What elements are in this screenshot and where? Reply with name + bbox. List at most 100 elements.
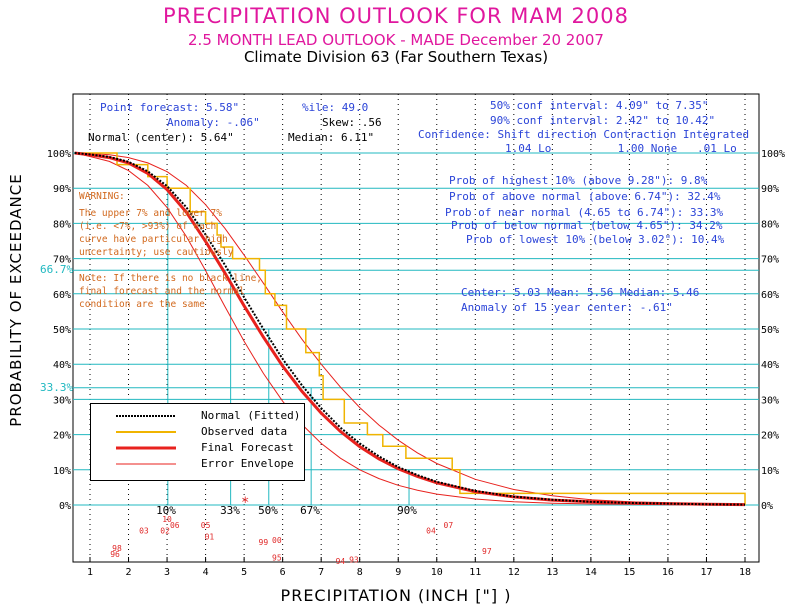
chart-title: PRECIPITATION OUTLOOK FOR MAM 2008 (163, 4, 629, 28)
center-anomaly: Anomaly of 15 year center: -.61" (461, 301, 673, 314)
percentile-label: 67% (300, 504, 320, 517)
point-forecast: Point forecast: 5.58" (100, 101, 240, 114)
confidence-values: 1.04 Lo 1.00 None .01 Lo (505, 142, 737, 155)
year-label: 99 (259, 538, 269, 547)
y-tick-label-left: 50% (53, 325, 71, 336)
x-tick-label: 6 (280, 567, 286, 578)
y-tick-label-right: 30% (761, 395, 779, 406)
y-tick-label-left: 0% (59, 501, 71, 512)
y-tick-label-left: 70% (53, 255, 71, 266)
year-label: 97 (482, 547, 492, 556)
y-tick-label-left: 40% (53, 360, 71, 371)
final-forecast-line (74, 151, 746, 507)
note-line: condition are the same (79, 299, 205, 310)
prob-highest: Prob of highest 10% (above 9.28"): 9.8% (449, 174, 708, 187)
legend-label-final: Final Forecast (201, 441, 294, 454)
legend-label-normal: Normal (Fitted) (201, 409, 301, 422)
climate-division: Climate Division 63 (Far Southern Texas) (243, 48, 549, 66)
percentile-label: 50% (258, 504, 278, 517)
x-tick-label: 9 (395, 567, 401, 578)
warning-line: WARNING: (79, 191, 125, 202)
x-tick-label: 16 (662, 567, 674, 578)
note-line: final forecast and the normal (79, 286, 245, 297)
x-tick-label: 11 (469, 567, 481, 578)
prob-above: Prob of above normal (above 6.74"): 32.4… (449, 190, 721, 203)
x-tick-label: 18 (739, 567, 751, 578)
confidence-header: Confidence: Shift direction Contraction … (418, 128, 750, 141)
year-label: 05 (201, 521, 211, 530)
legend-swatches (116, 415, 176, 465)
year-label: 00 (272, 536, 282, 545)
year-label: 07 (444, 521, 454, 530)
year-label: 96 (110, 550, 120, 559)
x-tick-label: 3 (164, 567, 170, 578)
year-label: 02 (160, 527, 170, 536)
plot-frame (72, 93, 760, 563)
percentile-label: 33% (220, 504, 240, 517)
legend-label-observed: Observed data (201, 425, 288, 438)
percentile-value: %ile: 49.0 (302, 101, 369, 114)
legend: Normal (Fitted) Observed data Final Fore… (90, 403, 305, 481)
y-tick-label-right: 100% (761, 149, 785, 160)
warning-line: curve have particular high (79, 234, 228, 245)
year-label: 01 (205, 532, 215, 541)
forecast-star: * (241, 495, 249, 511)
note-line: Note: If there is no black line, (79, 273, 263, 284)
x-tick-label: 2 (126, 567, 132, 578)
skew: Skew: .56 (322, 116, 382, 129)
tercile-upper-label: 66.7% (40, 263, 74, 276)
warning-text: WARNING: The upper 7% and lower 7% (i.e.… (79, 190, 233, 259)
warning-line: The upper 7% and lower 7% (79, 208, 222, 219)
x-tick-label: 1 (87, 567, 93, 578)
y-tick-label-right: 60% (761, 290, 779, 301)
normal-fitted-line (74, 152, 746, 506)
y-tick-label-left: 10% (53, 466, 71, 477)
x-tick-label: 15 (623, 567, 635, 578)
anomaly: Anomaly: -.06" (167, 116, 260, 129)
prob-lowest: Prob of lowest 10% (below 3.02"): 10.4% (466, 233, 725, 246)
y-tick-label-right: 50% (761, 325, 779, 336)
y-axis-label: PROBABILITY OF EXCEEDANCE (7, 173, 25, 427)
year-label: 98 (112, 544, 122, 553)
y-tick-label-left: 60% (53, 290, 71, 301)
prob-below: Prob of below normal (below 4.65"): 34.2… (451, 219, 723, 232)
prob-near: Prob of near normal (4.65 to 6.74"): 33.… (445, 206, 724, 219)
percentile-label: 90% (397, 504, 417, 517)
year-label: 03 (139, 527, 149, 536)
year-label: 04 (426, 527, 436, 536)
y-tick-label-right: 0% (761, 501, 773, 512)
note-text: Note: If there is no black line, final f… (79, 272, 262, 311)
x-axis-label: PRECIPITATION (INCH ["] ) (280, 586, 512, 605)
x-tick-label: 4 (203, 567, 209, 578)
chart-subtitle: 2.5 MONTH LEAD OUTLOOK - MADE December 2… (188, 31, 604, 49)
y-tick-label-left: 100% (47, 149, 71, 160)
error-envelope-line (74, 152, 746, 506)
y-tick-label-right: 80% (761, 219, 779, 230)
y-tick-label-right: 90% (761, 184, 779, 195)
year-label: 95 (272, 553, 282, 562)
y-tick-label-left: 30% (53, 395, 71, 406)
y-tick-label-left: 80% (53, 219, 71, 230)
y-tick-label-right: 20% (761, 431, 779, 442)
year-label: 10 (162, 515, 172, 524)
x-tick-label: 8 (357, 567, 363, 578)
warning-line: uncertainty; use cautiously (79, 247, 234, 258)
y-tick-label-right: 40% (761, 360, 779, 371)
observed-data-line (74, 152, 746, 505)
x-tick-label: 17 (700, 567, 712, 578)
x-tick-label: 12 (508, 567, 520, 578)
y-tick-label-left: 20% (53, 431, 71, 442)
error-envelope-line (74, 152, 746, 506)
ci90: 90% conf interval: 2.42" to 10.42" (490, 114, 716, 127)
year-label: 06 (170, 521, 180, 530)
legend-label-envelope: Error Envelope (201, 457, 294, 470)
x-tick-label: 14 (585, 567, 597, 578)
year-label: 93 (349, 556, 359, 565)
y-tick-label-left: 90% (53, 184, 71, 195)
center-stats: Center: 5.03 Mean: 5.56 Median: 5.46 (461, 286, 700, 299)
x-tick-label: 7 (318, 567, 324, 578)
median: Median: 6.11" (288, 131, 375, 144)
y-tick-label-right: 70% (761, 255, 779, 266)
normal-center: Normal (center): 5.64" (88, 131, 234, 144)
